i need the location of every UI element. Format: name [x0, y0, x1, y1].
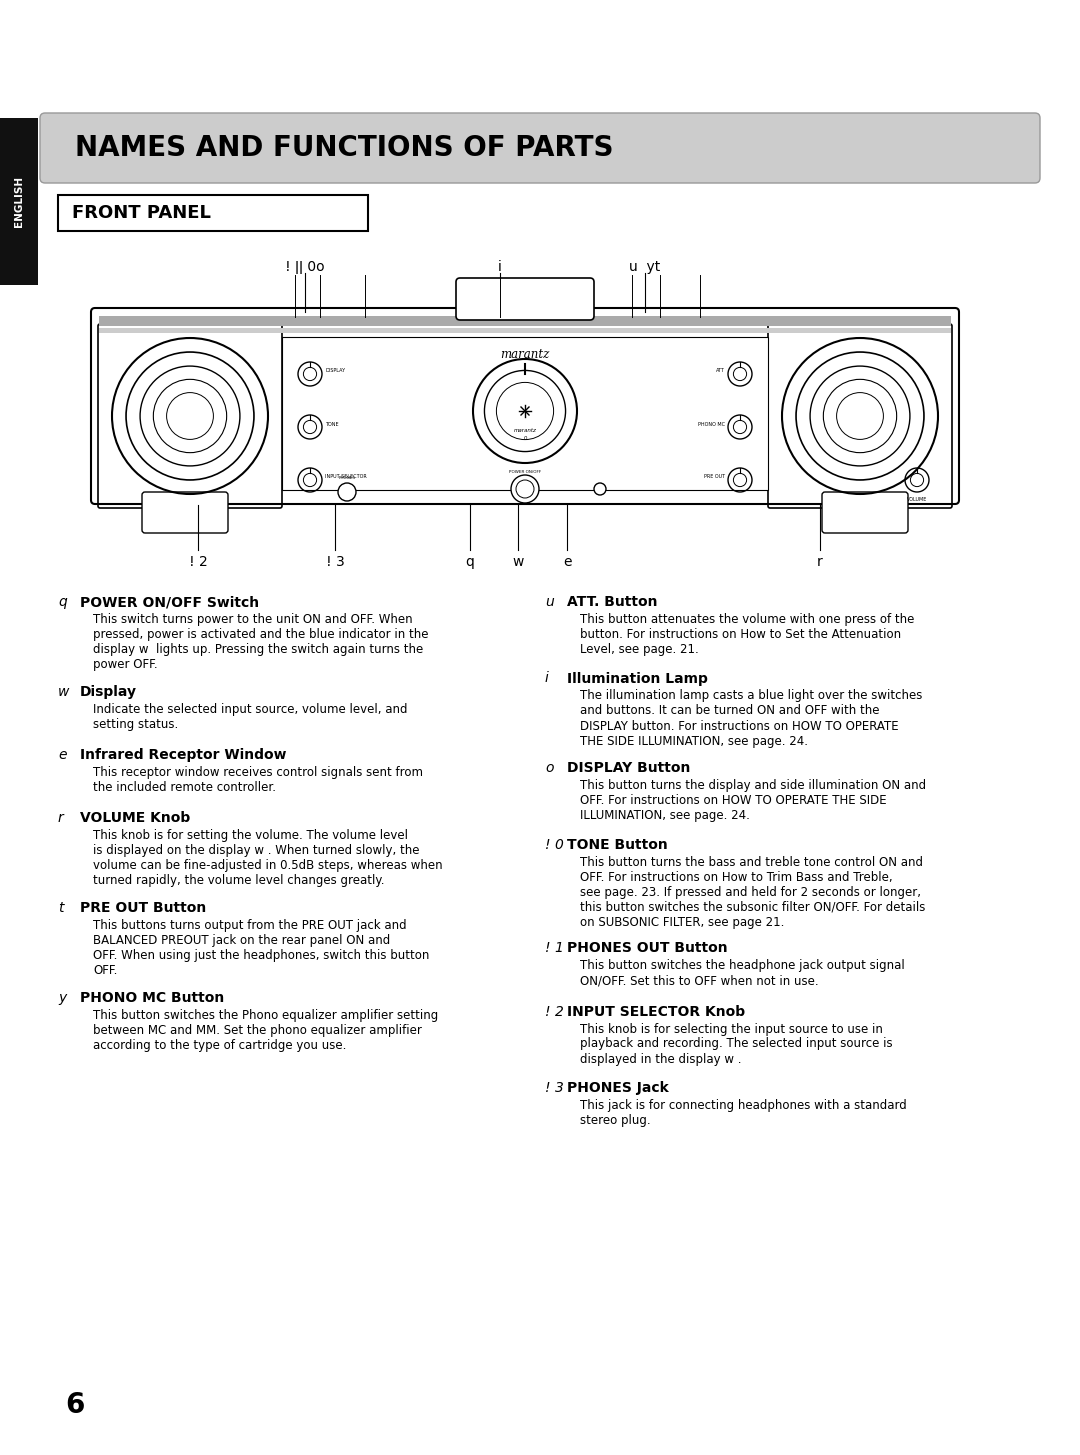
Text: y: y [58, 991, 66, 1005]
Text: This jack is for connecting headphones with a standard
stereo plug.: This jack is for connecting headphones w… [580, 1099, 907, 1128]
Text: This receptor window receives control signals sent from
the included remote cont: This receptor window receives control si… [93, 765, 423, 794]
Text: NAMES AND FUNCTIONS OF PARTS: NAMES AND FUNCTIONS OF PARTS [75, 134, 613, 162]
Text: t: t [58, 901, 64, 915]
Bar [58, 195, 368, 231]
Text: This knob is for selecting the input source to use in
playback and recording. Th: This knob is for selecting the input sou… [580, 1023, 893, 1065]
Bar [0, 118, 38, 285]
Text: marantz: marantz [514, 429, 537, 434]
Text: e: e [58, 748, 67, 762]
Text: DISPLAY: DISPLAY [325, 368, 346, 374]
Text: w: w [512, 554, 524, 569]
Text: r: r [818, 554, 823, 569]
Text: PRE OUT: PRE OUT [704, 474, 725, 480]
Text: ! 0: ! 0 [545, 838, 564, 853]
Text: This button switches the Phono equalizer amplifier setting
between MC and MM. Se: This button switches the Phono equalizer… [93, 1008, 438, 1052]
Text: TONE: TONE [325, 422, 339, 426]
Text: FRONT PANEL: FRONT PANEL [72, 204, 211, 223]
Text: This button attenuates the volume with one press of the
button. For instructions: This button attenuates the volume with o… [580, 613, 915, 656]
Text: This button switches the headphone jack output signal
ON/OFF. Set this to OFF wh: This button switches the headphone jack … [580, 959, 905, 988]
Text: INPUT SELECTOR: INPUT SELECTOR [325, 474, 367, 480]
Text: r: r [58, 810, 64, 825]
Text: i: i [498, 260, 502, 274]
Text: Illumination Lamp: Illumination Lamp [567, 672, 707, 685]
Circle shape [338, 483, 356, 501]
FancyBboxPatch shape [141, 492, 228, 533]
Circle shape [516, 480, 534, 498]
Text: q: q [465, 554, 474, 569]
Text: u  yt: u yt [630, 260, 661, 274]
Text: PRE OUT Button: PRE OUT Button [80, 901, 206, 915]
Text: ! ǀǀ 0o: ! ǀǀ 0o [285, 260, 325, 274]
Text: ! 2: ! 2 [545, 1004, 564, 1018]
FancyBboxPatch shape [91, 308, 959, 503]
Text: Indicate the selected input source, volume level, and
setting status.: Indicate the selected input source, volu… [93, 703, 407, 730]
Text: This button turns the bass and treble tone control ON and
OFF. For instructions : This button turns the bass and treble to… [580, 856, 926, 928]
FancyBboxPatch shape [40, 113, 1040, 183]
Text: w: w [58, 685, 69, 698]
Text: VOLUME Knob: VOLUME Knob [80, 810, 190, 825]
Bar [282, 338, 768, 490]
Bar [99, 327, 951, 333]
Text: DISPLAY Button: DISPLAY Button [567, 761, 690, 776]
FancyBboxPatch shape [456, 278, 594, 320]
Text: u: u [545, 595, 554, 610]
Text: q: q [58, 595, 67, 610]
Text: ! 2: ! 2 [189, 554, 207, 569]
Text: ENGLISH: ENGLISH [14, 176, 24, 227]
Text: ! 1: ! 1 [545, 941, 564, 956]
Text: POWER ON/OFF Switch: POWER ON/OFF Switch [80, 595, 259, 610]
Text: INPUT SELECTOR Knob: INPUT SELECTOR Knob [567, 1004, 745, 1018]
Text: ATT: ATT [716, 368, 725, 374]
Text: TONE Button: TONE Button [567, 838, 667, 853]
Text: Display: Display [80, 685, 137, 698]
Circle shape [594, 483, 606, 495]
Text: This button turns the display and side illumination ON and
OFF. For instructions: This button turns the display and side i… [580, 780, 927, 822]
Text: o: o [545, 761, 554, 776]
Text: PHONES Jack: PHONES Jack [567, 1081, 669, 1096]
Text: The illumination lamp casts a blue light over the switches
and buttons. It can b: The illumination lamp casts a blue light… [580, 690, 922, 748]
Text: 6: 6 [65, 1391, 84, 1419]
Text: VOLUME: VOLUME [907, 498, 928, 502]
Bar [99, 316, 951, 326]
Text: ! 3: ! 3 [326, 554, 345, 569]
Text: PHONO MC: PHONO MC [698, 422, 725, 426]
Circle shape [511, 474, 539, 503]
Text: This buttons turns output from the PRE OUT jack and
BALANCED PREOUT jack on the : This buttons turns output from the PRE O… [93, 920, 430, 976]
Text: PHONO MC Button: PHONO MC Button [80, 991, 225, 1005]
Text: e: e [563, 554, 571, 569]
Text: ! 3: ! 3 [545, 1081, 564, 1096]
Text: POWER ON/OFF: POWER ON/OFF [509, 470, 541, 474]
Text: This switch turns power to the unit ON and OFF. When
pressed, power is activated: This switch turns power to the unit ON a… [93, 613, 429, 671]
FancyBboxPatch shape [822, 492, 908, 533]
Text: This knob is for setting the volume. The volume level
is displayed on the displa: This knob is for setting the volume. The… [93, 829, 443, 888]
Text: Infrared Receptor Window: Infrared Receptor Window [80, 748, 286, 762]
Text: i: i [545, 672, 549, 685]
Text: PHONES OUT Button: PHONES OUT Button [567, 941, 728, 956]
Text: marantz: marantz [500, 348, 550, 361]
Text: PHONES: PHONES [338, 476, 355, 480]
Text: 0: 0 [523, 435, 527, 441]
Text: ATT. Button: ATT. Button [567, 595, 658, 610]
